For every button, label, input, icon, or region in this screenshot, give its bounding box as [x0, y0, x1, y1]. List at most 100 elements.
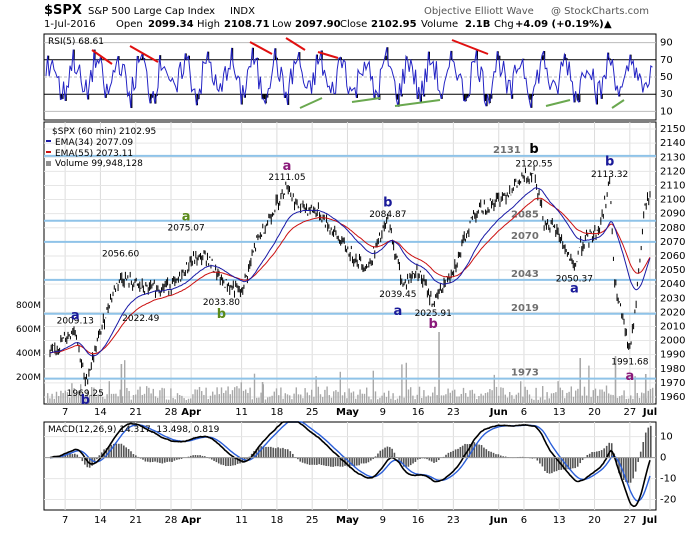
volume-bar [628, 399, 629, 404]
volume-bar [201, 391, 202, 404]
x-label-price-27: 27 [623, 407, 636, 418]
volume-bar [485, 393, 486, 404]
volume-bar [617, 398, 618, 404]
volume-bar [447, 389, 448, 404]
price-y-tick: 2100 [660, 195, 685, 206]
wave-label-11: a [625, 369, 634, 384]
volume-bar [265, 400, 266, 404]
volume-bar [608, 393, 609, 404]
volume-bar [159, 390, 160, 404]
macd-histogram-bar [74, 454, 76, 458]
macd-histogram-bar [307, 458, 309, 465]
x-label-price-May: May [336, 407, 359, 418]
macd-histogram-bar [363, 458, 365, 464]
volume-bar [410, 387, 411, 404]
volume-bar [269, 397, 270, 404]
macd-histogram-bar [356, 458, 358, 466]
low-value: 2097.90 [295, 19, 341, 30]
x-label-price-13: 13 [553, 407, 566, 418]
volume-bar [474, 394, 475, 404]
rsi-tick-50: 50 [660, 72, 673, 83]
volume-tick-2: 400M [16, 349, 41, 359]
volume-bar [280, 387, 281, 404]
volume-bar [348, 388, 349, 404]
volume-bar [586, 396, 587, 404]
rsi-tick-90: 90 [660, 38, 673, 49]
wave-label-1: b [81, 393, 90, 408]
volume-bar [390, 399, 391, 404]
volume-bar [221, 387, 222, 404]
legend-ema55-swatch [46, 151, 51, 153]
volume-bar [623, 390, 624, 404]
volume-bar [566, 393, 567, 404]
volume-bar [175, 399, 176, 404]
volume-bar [320, 394, 321, 404]
volume-bar [507, 398, 508, 404]
macd-histogram-bar [589, 454, 591, 458]
volume-bar [553, 393, 554, 404]
macd-histogram-bar [157, 458, 159, 463]
level-label-2070: 2070 [511, 231, 539, 242]
macd-histogram-bar [415, 458, 417, 462]
chg-up-arrow: ▲ [604, 19, 612, 30]
volume-bar [593, 390, 594, 404]
volume-bar [467, 397, 468, 404]
volume-bar [573, 397, 574, 404]
wave-label-5: b [383, 196, 392, 211]
price-y-tick: 2120 [660, 166, 685, 177]
x-label-macd-14: 14 [94, 515, 107, 526]
volume-bar [170, 388, 171, 404]
macd-histogram-bar [577, 458, 579, 467]
volume-bar [344, 392, 345, 404]
volume-bar [535, 388, 536, 404]
macd-histogram-bar [268, 447, 270, 458]
wave-label-7: b [429, 317, 438, 332]
volume-bar [568, 392, 569, 404]
macd-histogram-bar [486, 449, 488, 457]
volume-bar [595, 389, 596, 404]
volume-bar [381, 396, 382, 404]
wave-label-8: b [529, 142, 538, 157]
price-annotation-2056.60: 2056.60 [102, 250, 139, 260]
macd-histogram-bar [579, 458, 581, 463]
volume-bar [450, 393, 451, 404]
macd-histogram-bar [365, 458, 367, 464]
macd-histogram-bar [230, 458, 232, 466]
price-y-tick: 2010 [660, 321, 685, 332]
macd-histogram-bar [292, 454, 294, 458]
volume-bar [318, 387, 319, 404]
x-label-macd-Jun: Jun [489, 515, 508, 526]
volume-bar [205, 388, 206, 404]
x-label-price-Jun: Jun [489, 407, 508, 418]
x-label-macd-25: 25 [306, 515, 319, 526]
volume-bar [54, 399, 55, 404]
volume-bar [104, 399, 105, 404]
volume-bar [487, 392, 488, 404]
macd-histogram-bar [121, 444, 123, 458]
chart-date: 1-Jul-2016 [44, 19, 96, 30]
volume-bar [161, 388, 162, 404]
volume-bar [146, 386, 147, 404]
macd-histogram-bar [223, 458, 225, 465]
volume-bar [282, 399, 283, 404]
macd-histogram-bar [549, 458, 551, 474]
volume-bar [601, 390, 602, 404]
volume-bar [401, 364, 402, 404]
x-label-macd-27: 27 [623, 515, 636, 526]
macd-histogram-bar [474, 442, 476, 457]
macd-histogram-bar [598, 451, 600, 458]
rsi-oversold-fill [264, 94, 266, 99]
volume-bar [278, 395, 279, 404]
price-y-tick: 1990 [660, 350, 685, 361]
macd-histogram-bar [558, 458, 560, 470]
volume-bar [516, 395, 517, 404]
volume-bar [241, 382, 242, 404]
volume-bar [388, 391, 389, 404]
volume-value: 2.1B [465, 19, 490, 30]
volume-bar [289, 395, 290, 404]
volume-bar [441, 395, 442, 404]
macd-histogram-bar [412, 458, 414, 464]
volume-bar [469, 390, 470, 404]
volume-bar [452, 391, 453, 404]
